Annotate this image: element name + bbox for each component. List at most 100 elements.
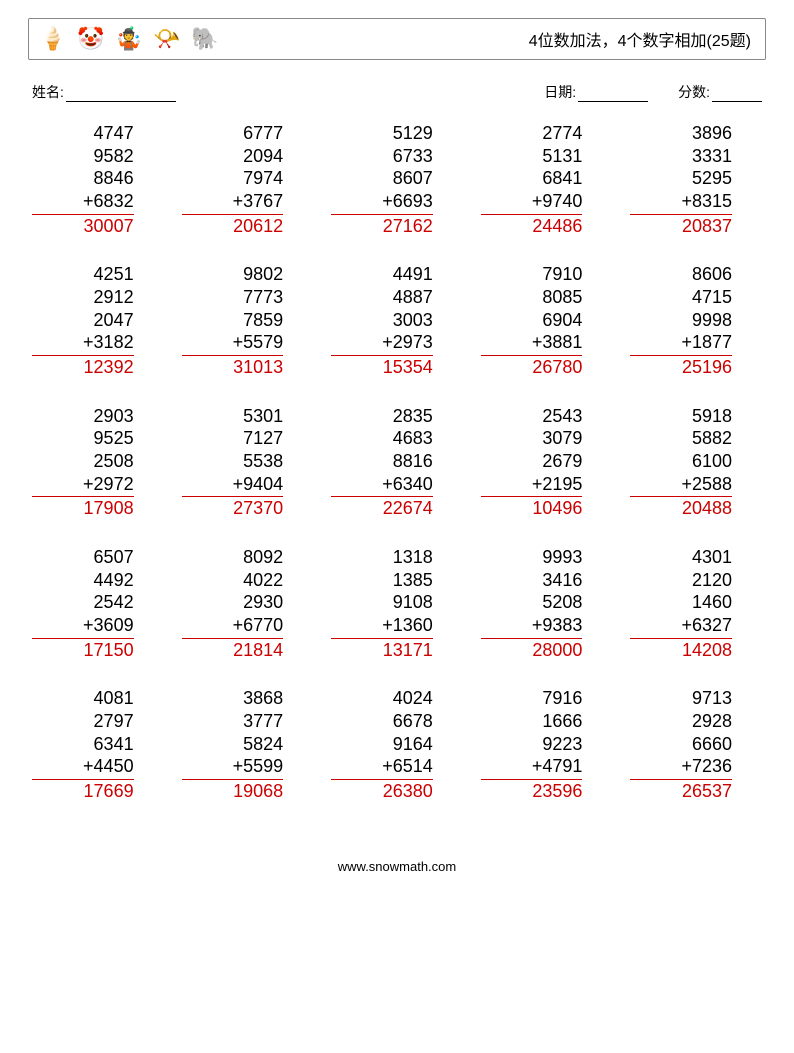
problem: 980277737859+557931013 [182, 263, 314, 378]
answer: 26537 [630, 779, 732, 803]
addend: 2835 [331, 405, 433, 428]
addend: 8607 [331, 167, 433, 190]
answer-value: 27162 [383, 216, 433, 236]
meta-name: 姓名: [32, 82, 544, 102]
addend: +6327 [630, 614, 732, 639]
addend: 4081 [32, 687, 134, 710]
name-label: 姓名: [32, 84, 64, 100]
answer: 26380 [331, 779, 433, 803]
answer-value: 24486 [532, 216, 582, 236]
answer-value: 21814 [233, 640, 283, 660]
answer-value: 27370 [233, 498, 283, 518]
problem: 389633315295+831520837 [630, 122, 762, 237]
addend: 9998 [630, 309, 732, 332]
addend: +2973 [331, 331, 433, 356]
problem: 408127976341+445017669 [32, 687, 164, 802]
problem: 254330792679+219510496 [481, 405, 613, 520]
answer: 20837 [630, 214, 732, 238]
answer-value: 19068 [233, 781, 283, 801]
addend: 1385 [331, 569, 433, 592]
clown-icon: 🤡 [77, 25, 105, 53]
addend: 7916 [481, 687, 583, 710]
addend: 4024 [331, 687, 433, 710]
worksheet-page: 🍦 🤡 🤹 📯 🐘 4位数加法，4个数字相加(25题) 姓名: 日期: 分数: … [0, 0, 794, 884]
addend: 2797 [32, 710, 134, 733]
meta-date: 日期: [544, 82, 648, 102]
title-bar: 🍦 🤡 🤹 📯 🐘 4位数加法，4个数字相加(25题) [28, 18, 766, 60]
answer-value: 15354 [383, 357, 433, 377]
answer-value: 14208 [682, 640, 732, 660]
answer: 10496 [481, 496, 583, 520]
answer: 14208 [630, 638, 732, 662]
addend: 2912 [32, 286, 134, 309]
answer: 23596 [481, 779, 583, 803]
addend: 4715 [630, 286, 732, 309]
addend: 5295 [630, 167, 732, 190]
answer-value: 20612 [233, 216, 283, 236]
problem: 591858826100+258820488 [630, 405, 762, 520]
date-label: 日期: [544, 84, 576, 100]
answer-value: 22674 [383, 498, 433, 518]
meta-score: 分数: [678, 82, 762, 102]
addend: 2047 [32, 309, 134, 332]
problem: 277451316841+974024486 [481, 122, 613, 237]
juggle-icon: 🤹 [115, 25, 143, 53]
addend: 9582 [32, 145, 134, 168]
problem: 530171275538+940427370 [182, 405, 314, 520]
addend: +2588 [630, 473, 732, 498]
name-blank [66, 87, 176, 102]
answer: 27162 [331, 214, 433, 238]
problem: 809240222930+677021814 [182, 546, 314, 661]
addend: 1666 [481, 710, 583, 733]
addend: +1360 [331, 614, 433, 639]
addend: 4251 [32, 263, 134, 286]
problem: 971329286660+723626537 [630, 687, 762, 802]
problems-grid: 474795828846+683230007677720947974+37672… [28, 122, 766, 803]
addend: 5129 [331, 122, 433, 145]
answer: 19068 [182, 779, 284, 803]
addend: 9223 [481, 733, 583, 756]
problem: 650744922542+360917150 [32, 546, 164, 661]
addend: +6770 [182, 614, 284, 639]
addend: 9993 [481, 546, 583, 569]
icecream-icon: 🍦 [39, 25, 67, 53]
problem: 449148873003+297315354 [331, 263, 463, 378]
addend: +4791 [481, 755, 583, 780]
answer: 13171 [331, 638, 433, 662]
addend: +7236 [630, 755, 732, 780]
addend: +9740 [481, 190, 583, 215]
addend: +9404 [182, 473, 284, 498]
addend: +3609 [32, 614, 134, 639]
addend: +4450 [32, 755, 134, 780]
problem: 512967338607+669327162 [331, 122, 463, 237]
addend: 4022 [182, 569, 284, 592]
addend: 8092 [182, 546, 284, 569]
answer-value: 28000 [532, 640, 582, 660]
addend: +2195 [481, 473, 583, 498]
addend: 6841 [481, 167, 583, 190]
problem: 402466789164+651426380 [331, 687, 463, 802]
addend: +6514 [331, 755, 433, 780]
cannon-icon: 📯 [153, 25, 181, 53]
addend: 5538 [182, 450, 284, 473]
addend: 4492 [32, 569, 134, 592]
addend: +3767 [182, 190, 284, 215]
worksheet-title: 4位数加法，4个数字相加(25题) [529, 27, 751, 51]
answer-value: 13171 [383, 640, 433, 660]
score-label: 分数: [678, 84, 710, 100]
answer: 20612 [182, 214, 284, 238]
addend: +2972 [32, 473, 134, 498]
answer-value: 30007 [84, 216, 134, 236]
answer-value: 26537 [682, 781, 732, 801]
answer-value: 20837 [682, 216, 732, 236]
problem: 131813859108+136013171 [331, 546, 463, 661]
addend: 7910 [481, 263, 583, 286]
addend: +1877 [630, 331, 732, 356]
addend: 9525 [32, 427, 134, 450]
answer: 26780 [481, 355, 583, 379]
addend: 6660 [630, 733, 732, 756]
problem: 474795828846+683230007 [32, 122, 164, 237]
addend: 2120 [630, 569, 732, 592]
addend: +9383 [481, 614, 583, 639]
problem: 386837775824+559919068 [182, 687, 314, 802]
